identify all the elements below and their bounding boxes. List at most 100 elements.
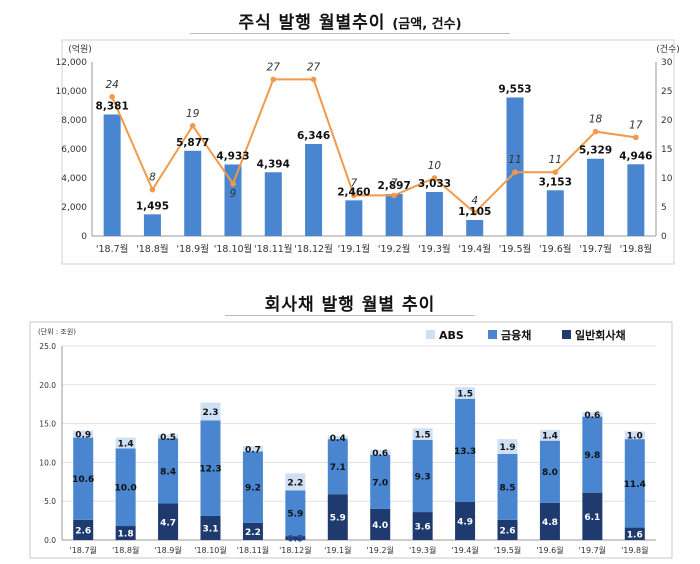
chart2-category-label: '18.9월 <box>154 545 181 555</box>
chart2-label-general: 1.6 <box>627 530 643 540</box>
chart1-count-point <box>633 134 639 141</box>
chart2-label-abs: 1.0 <box>627 432 643 442</box>
chart1-y-left-tick: 0 <box>81 232 87 242</box>
chart1-bar-label: 2,460 <box>337 186 370 198</box>
chart2-category-label: '18.8월 <box>112 545 139 555</box>
chart2-label-financial: 7.0 <box>372 478 388 488</box>
chart2-category-label: '19.1월 <box>324 545 351 555</box>
chart2-bar-financial <box>497 453 518 520</box>
chart1-bar <box>546 190 564 236</box>
chart2-label-abs: 0.9 <box>75 431 91 441</box>
chart2-bar-financial <box>115 448 136 527</box>
chart2-bar-abs <box>624 431 645 440</box>
chart2-bar-abs <box>285 473 306 491</box>
chart1-count-label: 7 <box>351 177 358 189</box>
chart1-category-label: '19.6월 <box>539 243 572 255</box>
chart1-count-point <box>109 94 115 100</box>
chart2-label-general: 3.6 <box>415 523 431 533</box>
stock-issuance-chart: (억원) (건수) 0 2,000 4,000 6,000 8,000 10,000 12,00… <box>56 39 680 265</box>
chart2-legend-financial-swatch <box>488 330 497 339</box>
chart1-count-label: 19 <box>186 108 200 120</box>
chart1-count-label: 24 <box>105 79 118 91</box>
chart1-bar-label: 8,381 <box>96 100 129 112</box>
chart2-bar-financial <box>370 454 391 509</box>
chart2-category-label: '19.8월 <box>621 545 648 555</box>
chart1-subtitle: (금액, 건수) <box>392 17 462 32</box>
chart1-category-label: '19.7월 <box>579 243 612 255</box>
chart1-y-right-tick: 10 <box>661 174 673 184</box>
chart1-count-label: 11 <box>508 154 521 166</box>
chart2-category-label: '19.5월 <box>494 545 521 555</box>
chart1-count-label: 27 <box>267 61 281 73</box>
chart1-category-label: '18.10월 <box>214 243 253 255</box>
chart1-count-label: 9 <box>230 188 237 200</box>
chart2-bar-financial <box>582 416 603 493</box>
chart1-y-right-tick: 25 <box>661 87 672 97</box>
chart2-label-abs: 1.5 <box>457 389 473 399</box>
chart2-y-tick: 5.0 <box>44 497 56 506</box>
chart2-legend-abs-swatch <box>426 330 435 339</box>
chart2-title-underline <box>225 315 475 316</box>
chart2-bar-general <box>285 536 306 540</box>
chart2-label-general: 4.0 <box>372 521 388 531</box>
chart1-bar <box>466 219 484 236</box>
chart2-bar-general <box>539 502 560 540</box>
chart2-label-financial: 9.8 <box>584 451 600 461</box>
chart2-category-label: '18.12월 <box>279 545 311 555</box>
chart1-bar-label: 5,877 <box>176 137 209 149</box>
chart2-bar-financial <box>200 420 221 516</box>
chart2-bar-abs <box>242 446 263 452</box>
chart2-label-financial: 5.9 <box>287 510 303 520</box>
chart2-label-financial: 7.1 <box>330 463 346 473</box>
chart2-label-financial: 8.5 <box>500 483 516 493</box>
chart2-label-abs: 0.6 <box>372 449 388 459</box>
chart2-bar-abs <box>327 436 348 440</box>
chart1-bar-label: 4,933 <box>216 150 249 162</box>
chart1-count-label: 7 <box>391 177 398 189</box>
chart1-y-left-tick: 2,000 <box>61 203 87 213</box>
chart2-bar-general <box>73 519 94 540</box>
chart2-title: 회사채 발행 월별 추이 <box>264 295 436 315</box>
chart1-category-label: '19.4월 <box>458 243 491 255</box>
chart2-bar-abs <box>497 439 518 454</box>
chart1-bar <box>264 172 282 236</box>
chart2-bar-abs <box>73 430 94 438</box>
chart2-bar-financial <box>455 398 476 502</box>
chart1-bar <box>345 200 363 236</box>
chart2-bar-general <box>158 503 179 540</box>
chart1-count-label: 10 <box>428 160 442 172</box>
chart2-label-abs: 1.4 <box>542 432 558 442</box>
chart2-category-label: '19.4월 <box>451 545 478 555</box>
chart1-bar-label: 4,946 <box>619 150 652 162</box>
chart1-title: 주식 발행 월별추이 <box>238 13 386 33</box>
chart2-bar-general <box>242 522 263 540</box>
chart2-label-abs: 0.5 <box>160 433 176 443</box>
chart1-bar <box>305 143 323 236</box>
chart2-y-tick: 25.0 <box>39 342 56 351</box>
chart2-bar-general <box>327 494 348 540</box>
chart1-bar-label: 5,329 <box>579 145 612 157</box>
chart2-bar-abs <box>200 402 221 421</box>
chart2-label-general: 3.1 <box>203 524 219 534</box>
chart1-bar-label: 9,553 <box>498 83 531 95</box>
corporate-bond-chart: (단위 : 조원) 0.0 5.0 10.0 15.0 20.0 25.0 2.6 10.6 0.… <box>29 321 673 559</box>
chart1-y-left-tick: 4,000 <box>61 174 87 184</box>
chart1-bar-label: 6,346 <box>297 130 330 142</box>
chart1-category-label: '19.8월 <box>620 243 653 255</box>
chart2-label-general: 2.6 <box>500 526 516 536</box>
chart1-y-right-label: (건수) <box>656 44 680 55</box>
chart1-category-label: '19.5월 <box>499 243 532 255</box>
chart2-label-financial: 8.0 <box>542 468 558 478</box>
chart2-label-financial: 13.3 <box>454 447 476 457</box>
chart2-bar-financial <box>73 437 94 520</box>
chart1-count-label: 27 <box>307 61 321 73</box>
chart1-bar <box>184 150 202 236</box>
chart2-label-financial: 10.0 <box>115 484 137 494</box>
chart2-label-general: 2.6 <box>75 526 91 536</box>
chart2-bar-general <box>455 501 476 540</box>
chart1-y-left-tick: 6,000 <box>61 145 87 155</box>
chart2-category-label: '18.11월 <box>237 545 269 555</box>
chart2-bar-abs <box>582 411 603 417</box>
chart2-label-financial: 9.3 <box>415 472 431 482</box>
chart2-y-tick: 15.0 <box>39 420 56 429</box>
